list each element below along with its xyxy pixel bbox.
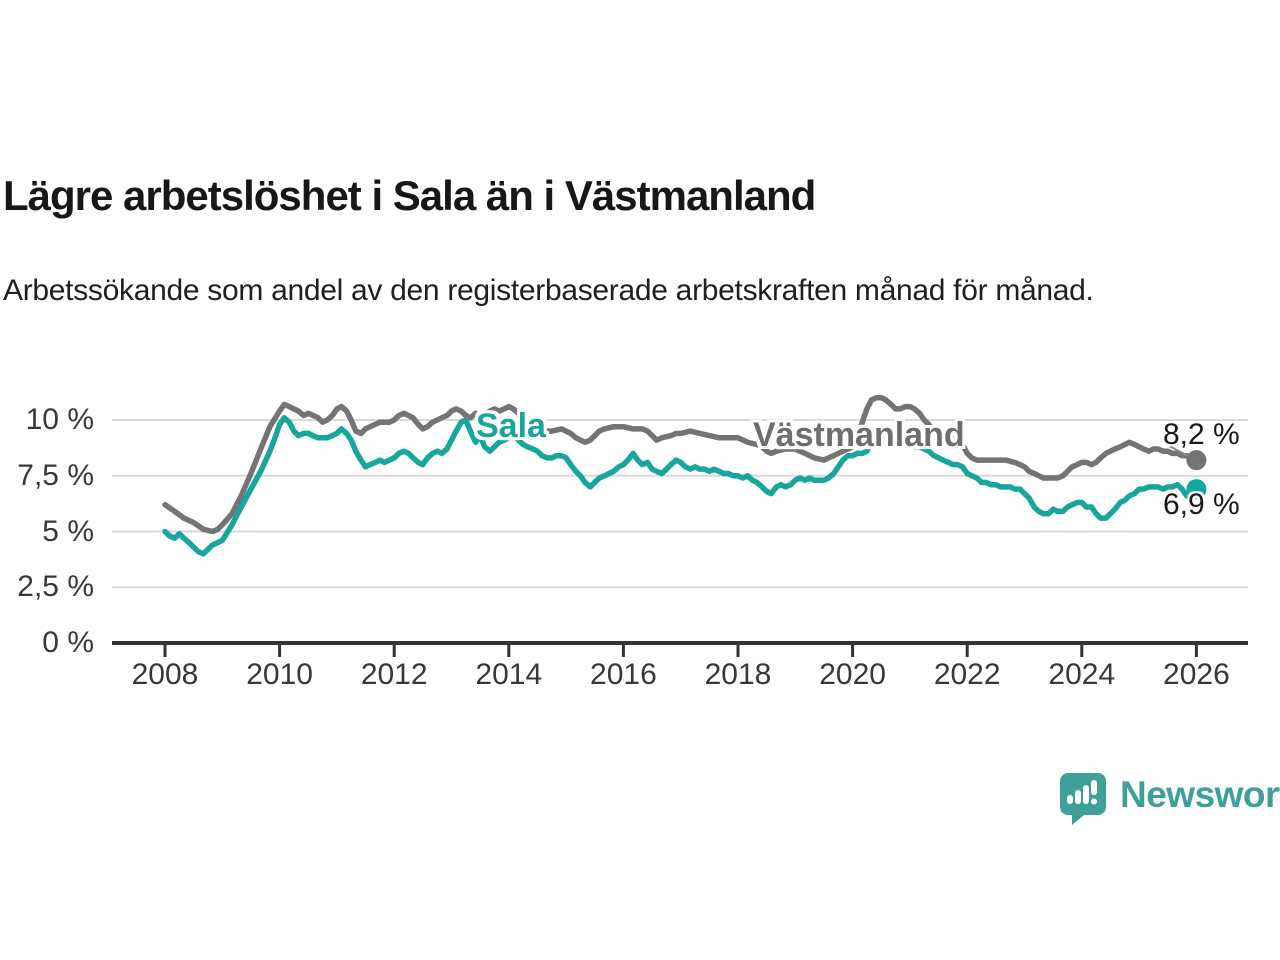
end-dot-västmanland — [1186, 450, 1207, 471]
x-tick-label: 2018 — [704, 658, 772, 691]
series-line-västmanland — [162, 394, 1200, 535]
end-value-vastmanland: 8,2 % — [1163, 418, 1240, 451]
logo-bar-medium — [1075, 790, 1081, 804]
x-tick-label: 2022 — [933, 658, 1001, 691]
end-dot-sala — [1186, 479, 1207, 500]
x-tick-label: 2026 — [1163, 658, 1230, 691]
y-tick-label: 2,5 % — [17, 570, 94, 604]
series-label-vastmanland: Västmanland — [753, 416, 965, 454]
x-tick-label: 2010 — [246, 658, 313, 691]
logo-bar-large — [1083, 785, 1089, 804]
chart-title: Lägre arbetslöshet i Sala än i Västmanla… — [3, 172, 816, 220]
logo-exclamation-bar — [1091, 780, 1097, 795]
series-label-sala: Sala — [476, 407, 546, 445]
end-value-sala: 6,9 % — [1163, 488, 1240, 521]
y-tick-label: 0 % — [42, 626, 94, 659]
y-tick-label: 7,5 % — [17, 458, 94, 492]
x-tick-label: 2016 — [590, 658, 657, 691]
series-line-sala — [162, 415, 1200, 557]
newsworthy-wordmark: Newsworthy — [1120, 774, 1280, 815]
x-tick-label: 2014 — [475, 658, 543, 691]
logo-bar-small — [1067, 795, 1073, 804]
newsworthy-bubble-icon — [1060, 773, 1106, 825]
y-tick-label: 10 % — [25, 403, 94, 436]
y-tick-label: 5 % — [42, 514, 94, 548]
x-tick-label: 2008 — [131, 658, 199, 691]
x-tick-label: 2020 — [819, 658, 886, 691]
newsworthy-logo: Newsworthy — [1056, 771, 1280, 827]
logo-exclamation-dot — [1091, 798, 1097, 805]
x-tick-label: 2012 — [360, 658, 428, 691]
chart-subtitle: Arbetssökande som andel av den registerb… — [3, 274, 1094, 307]
x-tick-label: 2024 — [1048, 658, 1116, 691]
